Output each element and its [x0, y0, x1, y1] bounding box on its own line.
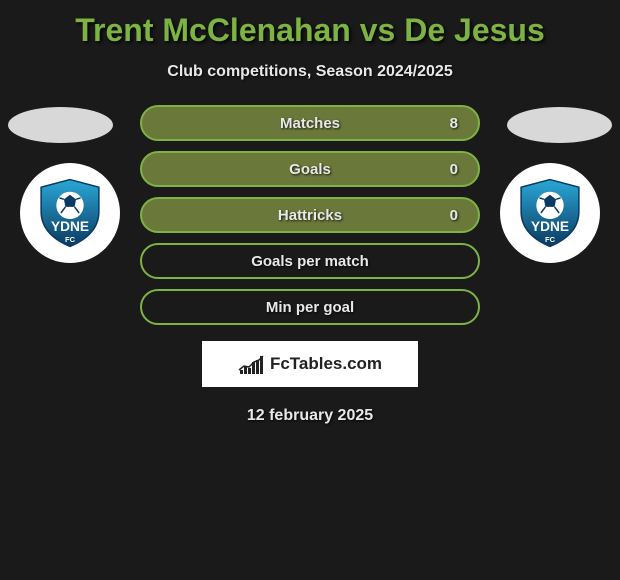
stat-row: Hattricks 0 [140, 197, 480, 233]
stat-row: Min per goal [140, 289, 480, 325]
svg-text:FC: FC [545, 235, 556, 244]
player-placeholder-left [8, 107, 113, 143]
svg-text:YDNE: YDNE [531, 219, 569, 234]
stat-value-right: 0 [450, 161, 458, 178]
svg-text:YDNE: YDNE [51, 219, 89, 234]
stat-value-right: 0 [450, 207, 458, 224]
brand-text: FcTables.com [270, 354, 382, 374]
subtitle: Club competitions, Season 2024/2025 [0, 63, 620, 81]
stat-label: Goals [289, 161, 331, 178]
comparison-area: YDNE FC YDNE FC Matches 8 Goals 0 Hattricks 0… [0, 105, 620, 425]
brand-chart-icon [238, 354, 264, 374]
team-badge-left: YDNE FC [20, 163, 120, 263]
stat-row: Matches 8 [140, 105, 480, 141]
stat-value-right: 8 [450, 115, 458, 132]
stat-label: Min per goal [266, 299, 354, 316]
stat-row: Goals per match [140, 243, 480, 279]
team-badge-right: YDNE FC [500, 163, 600, 263]
stat-row: Goals 0 [140, 151, 480, 187]
stat-label: Goals per match [251, 253, 369, 270]
stat-label: Matches [280, 115, 340, 132]
page-title: Trent McClenahan vs De Jesus [0, 0, 620, 49]
svg-text:FC: FC [65, 235, 76, 244]
date-label: 12 february 2025 [0, 407, 620, 425]
brand-logo: FcTables.com [202, 341, 418, 387]
stats-container: Matches 8 Goals 0 Hattricks 0 Goals per match M… [140, 105, 480, 325]
stat-label: Hattricks [278, 207, 342, 224]
player-placeholder-right [507, 107, 612, 143]
